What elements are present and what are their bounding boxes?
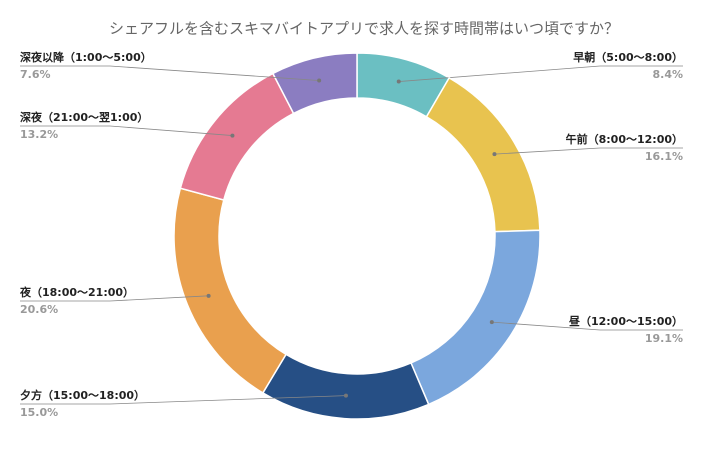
slice-label: 夕方（15:00〜18:00） [20,388,145,402]
donut-slice [179,72,295,201]
leader-line [109,125,233,136]
slice-label: 午前（8:00〜12:00） [566,132,683,146]
donut-slice [425,76,541,233]
donut-slice [261,353,430,420]
leader-dot [489,320,494,325]
donut-slice [173,187,288,394]
leader-line [109,295,209,302]
slice-label: 深夜以降（1:00〜5:00） [20,50,152,64]
donut-slice [271,52,358,115]
slice-label: 昼（12:00〜15:00） [568,315,683,328]
leader-line [494,147,601,155]
donut-slice [410,229,541,406]
leader-dot [396,79,401,84]
leader-dot [230,133,235,138]
slice-label: 早朝（5:00〜8:00） [573,50,683,64]
leader-line [398,65,601,82]
chart-title: シェアフルを含むスキマバイトアプリで求人を探す時間帯はいつ頃ですか？ [109,20,619,38]
slice-value: 8.4% [652,68,683,81]
slice-value: 13.2% [20,128,58,141]
leader-dot [492,152,497,157]
slice-value: 20.6% [20,303,58,316]
slice-value: 7.6% [20,68,51,81]
slice-value: 15.0% [20,406,58,419]
leader-dot [206,293,211,298]
leader-line [491,321,601,331]
slice-label: 夜（18:00〜21:00） [19,285,134,299]
leader-line [109,65,320,81]
slice-label: 深夜（21:00〜翌1:00） [20,110,148,124]
leader-dot [343,393,348,398]
leader-dot [317,78,322,83]
leader-line [109,395,346,405]
slice-value: 19.1% [645,332,683,345]
slice-value: 16.1% [645,150,683,163]
